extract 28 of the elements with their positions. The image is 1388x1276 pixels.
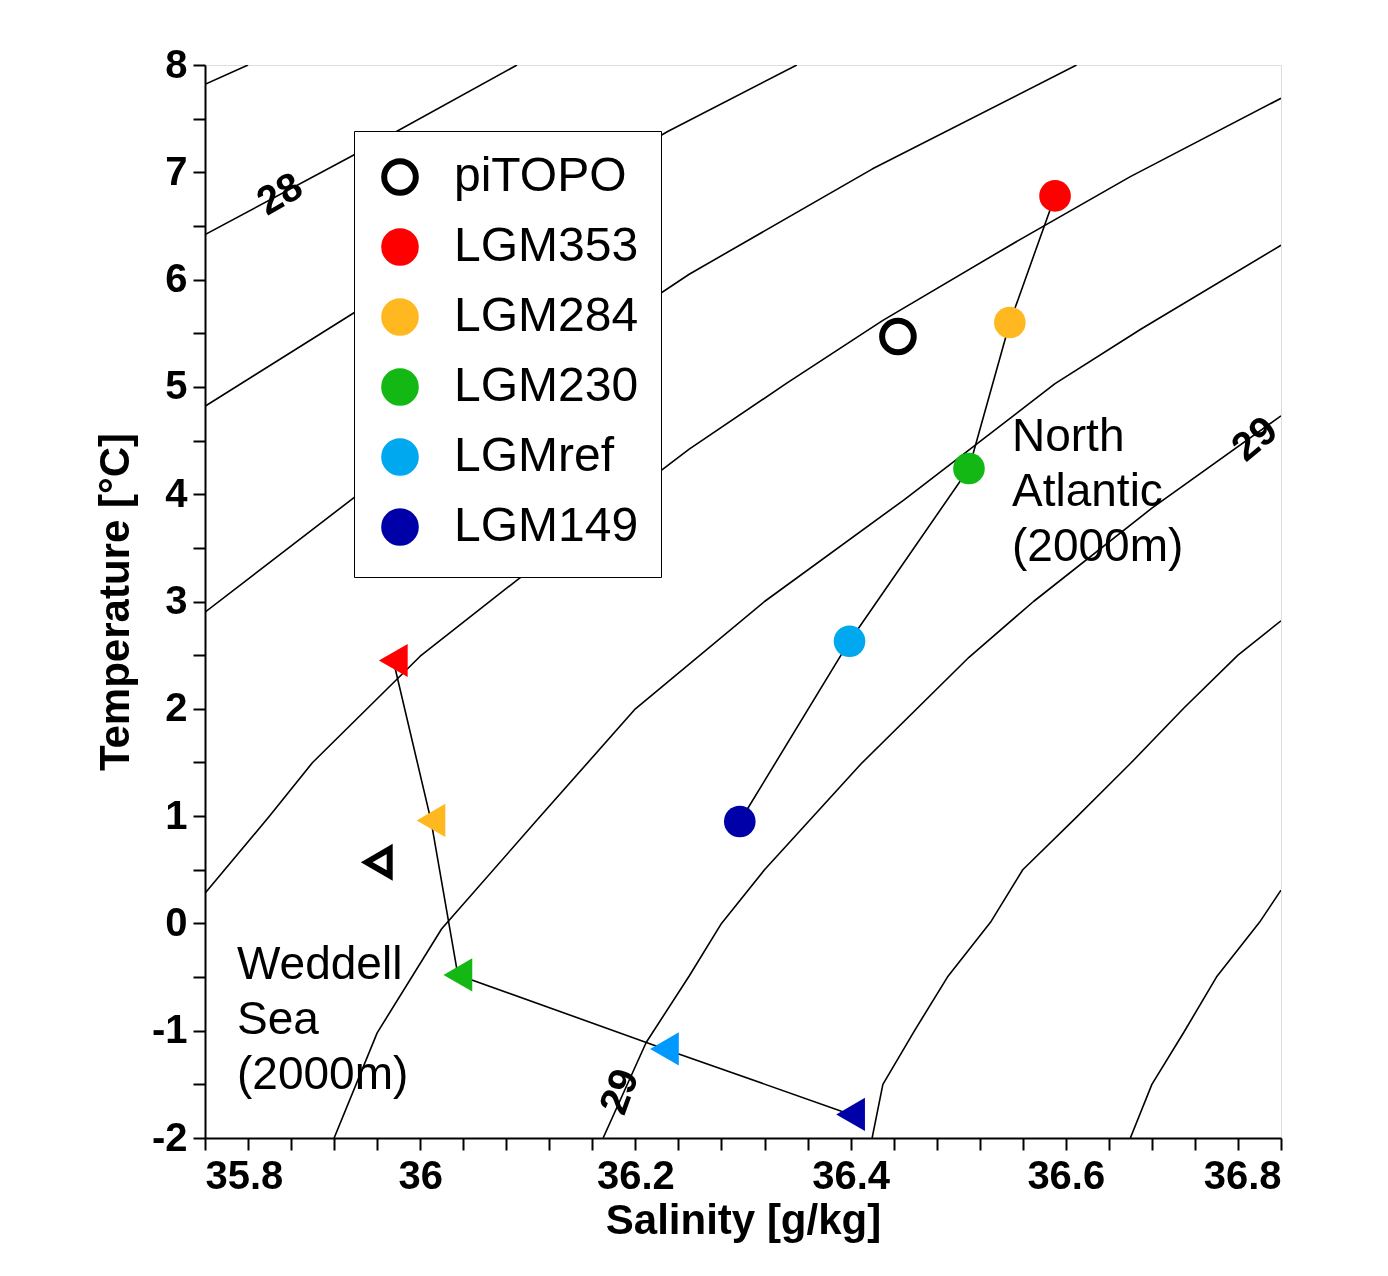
y-tick-label: 5: [165, 363, 188, 408]
legend-label: LGM230: [454, 358, 639, 411]
legend-label: LGM353: [454, 218, 639, 271]
annotation: 29: [590, 1062, 647, 1120]
x-tick-label: 36.6: [1027, 1152, 1106, 1197]
y-tick-label: -2: [151, 1114, 188, 1159]
x-tick-label: 35.8: [205, 1152, 284, 1197]
x-tick-label: 36.2: [596, 1152, 675, 1197]
y-tick-label: -1: [151, 1007, 188, 1052]
legend-label: LGM149: [454, 498, 639, 551]
y-tick-label: 1: [165, 792, 188, 837]
x-axis-title: Salinity [g/kg]: [605, 1195, 882, 1243]
legend-label: piTOPO: [454, 148, 627, 201]
y-tick-label: 2: [165, 685, 188, 730]
legend-label: LGMref: [454, 428, 615, 481]
y-axis-title: Temperature [°C]: [90, 432, 138, 772]
y-tick-label: 3: [165, 578, 188, 622]
x-tick-label: 36: [398, 1152, 443, 1197]
annotation: 28: [249, 162, 310, 224]
x-tick-label: 36.8: [1203, 1152, 1282, 1197]
x-tick-label: 36.4: [812, 1152, 891, 1197]
y-tick-label: 7: [165, 148, 188, 193]
y-tick-label: 8: [165, 41, 188, 86]
y-tick-label: 6: [165, 256, 188, 301]
legend-label: LGM284: [454, 288, 639, 341]
y-tick-label: 4: [165, 470, 189, 515]
annotation: 29: [1222, 406, 1286, 470]
y-tick-label: 0: [165, 899, 188, 944]
